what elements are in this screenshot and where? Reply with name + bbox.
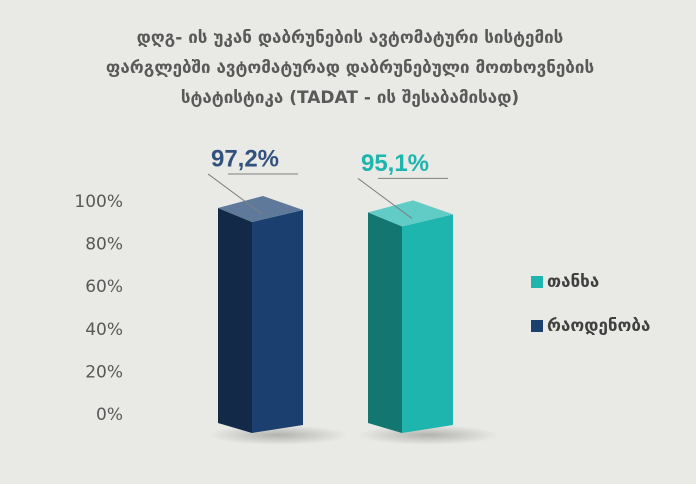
leader-line	[357, 178, 413, 219]
y-tick-label: 80%	[85, 235, 123, 255]
data-label: 95,1%	[361, 150, 429, 177]
y-tick-label: 40%	[85, 320, 123, 340]
chart-title: ფარგლებში ავტომატურად დაბრუნებული მოთხოვ…	[106, 58, 594, 78]
bar-left-face	[368, 212, 402, 433]
bar-top-face	[368, 200, 453, 227]
chart-title: დღგ- ის უკან დაბრუნების ავტომატური სისტე…	[137, 28, 564, 48]
legend-label: თანხა	[547, 272, 599, 292]
y-tick-label: 100%	[74, 192, 123, 212]
y-tick-label: 0%	[96, 405, 123, 425]
y-tick-label: 60%	[85, 277, 123, 297]
data-label: 97,2%	[211, 145, 279, 172]
leader-line	[207, 173, 263, 215]
legend-label: რაოდენობა	[547, 316, 650, 336]
chart-title: სტატისტიკა (TADAT - ის შესაბამისად)	[181, 88, 519, 108]
bar-left-face	[218, 207, 252, 433]
y-tick-label: 20%	[85, 362, 123, 382]
bar-right-face	[402, 214, 453, 433]
bar-right-face	[252, 209, 303, 433]
legend-swatch	[531, 320, 543, 332]
legend-swatch	[531, 276, 543, 288]
bar-top-face	[218, 195, 303, 222]
